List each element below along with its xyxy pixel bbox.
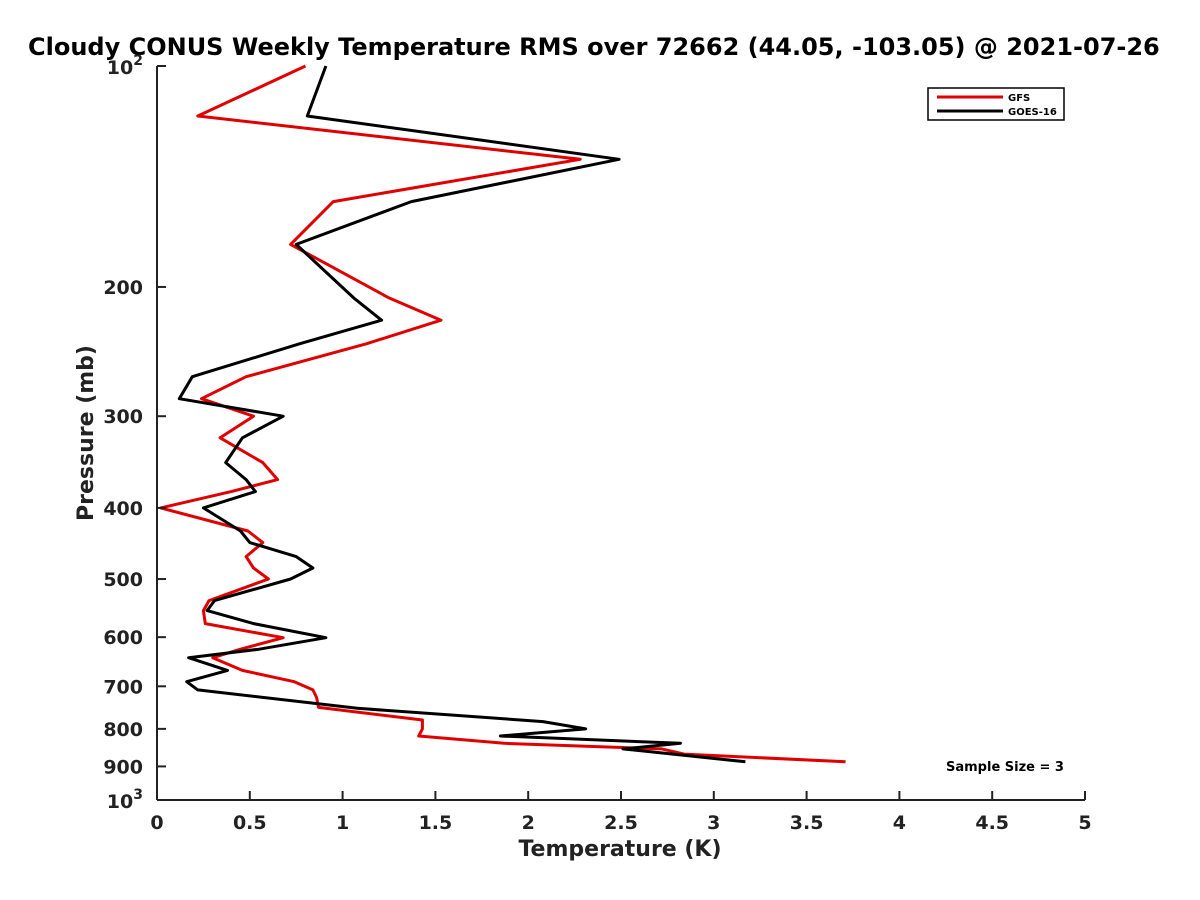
series-line-goes-16: [177, 65, 746, 764]
x-tick-label: 1: [336, 812, 349, 834]
chart-title: Cloudy CONUS Weekly Temperature RMS over…: [28, 33, 1160, 61]
x-tick-label: 3.5: [790, 812, 824, 834]
x-tick-label: 1.5: [419, 812, 453, 834]
y-tick-label: 102: [107, 53, 143, 79]
y-tick-label: 400: [103, 498, 143, 520]
y-tick-label: 200: [103, 277, 143, 299]
y-tick-label: 900: [103, 756, 143, 778]
x-tick-label: 3: [707, 812, 720, 834]
y-tick-label: 500: [103, 569, 143, 591]
y-tick-label: 600: [103, 627, 143, 649]
legend-label: GOES-16: [1008, 107, 1057, 118]
x-tick-label: 2.5: [604, 812, 638, 834]
y-tick-label: 103: [107, 787, 143, 813]
x-tick-label: 2: [522, 812, 535, 834]
x-tick-label: 4.5: [975, 812, 1009, 834]
y-tick-label: 700: [103, 676, 143, 698]
x-tick-label: 4: [893, 812, 906, 834]
y-tick-label: 800: [103, 719, 143, 741]
legend-label: GFS: [1008, 93, 1030, 104]
x-tick-label: 5: [1078, 812, 1091, 834]
axes: 0 0.5 1 1.5 2 2.5 3 3.5 4 4.5 5 102 200 300 400 500 600 7…: [103, 53, 1091, 834]
y-axis-label: Pressure (mb): [74, 345, 99, 521]
y-tick-label: 300: [103, 406, 143, 428]
x-tick-label: 0: [150, 812, 163, 834]
series-line-gfs: [159, 64, 846, 764]
x-tick-label: 0.5: [233, 812, 267, 834]
legend: GFS GOES-16: [927, 87, 1065, 121]
legend-box: [927, 87, 1065, 121]
series-layer: [159, 64, 846, 764]
sample-size-annotation: Sample Size = 3: [946, 760, 1064, 775]
x-axis-label: Temperature (K): [518, 837, 721, 862]
